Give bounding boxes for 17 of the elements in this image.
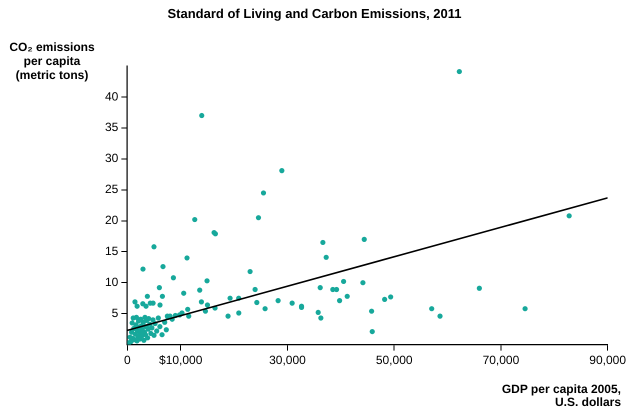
x-tick-label: 70,000 [482,353,520,368]
x-tick-label: 30,000 [269,353,306,368]
y-tick-label: 40 [104,89,119,104]
y-tick-label: 35 [104,120,119,134]
y-tick-label: 5 [112,306,119,320]
x-axis-title: GDP per capita 2005, U.S. dollars [501,382,621,409]
y-axis-title: CO₂ emissions per capita (metric tons) [8,40,96,82]
y-tick-label: 10 [104,275,119,289]
x-tick-label: 90,000 [589,353,626,368]
y-tick-label: 15 [104,244,119,258]
x-tick-label: 50,000 [376,353,413,368]
chart-title: Standard of Living and Carbon Emissions, 2011 [166,6,462,21]
x-tick-label: $10,000 [159,353,203,368]
y-tick-label: 25 [104,182,119,196]
y-tick-label: 30 [104,151,119,166]
x-tick-label: 0 [124,353,132,368]
y-tick-label: 20 [104,213,119,228]
